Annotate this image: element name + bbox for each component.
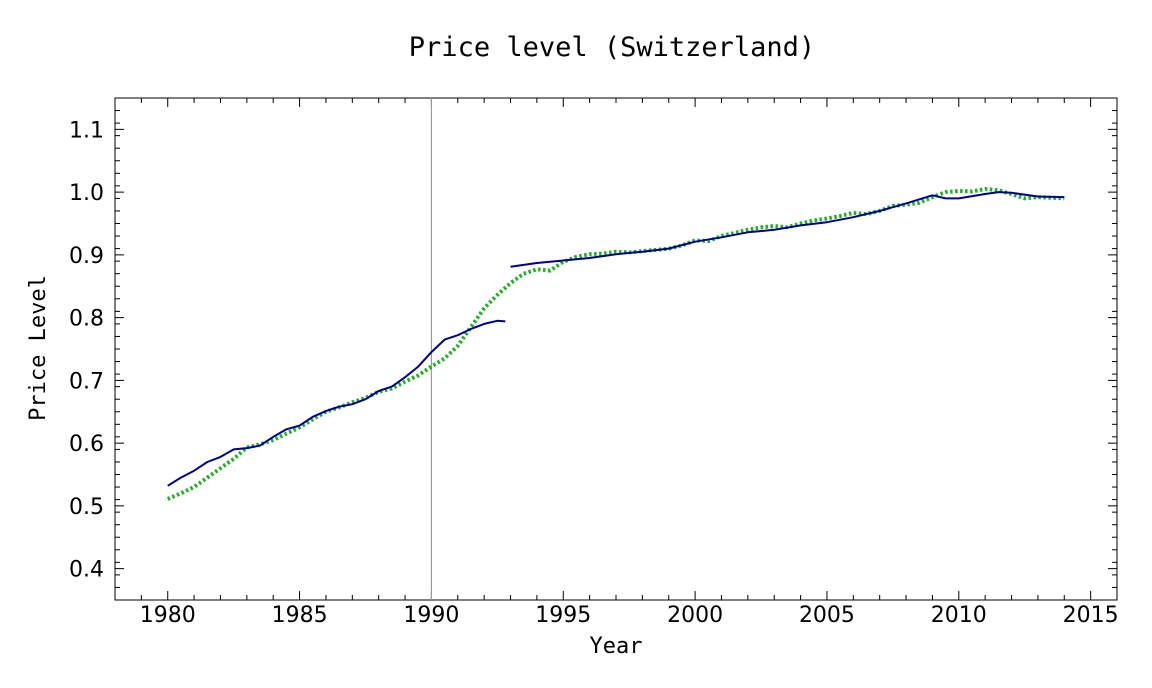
x-tick-label: 2015	[1063, 603, 1119, 628]
y-tick-labels: 0.4 0.5 0.6 0.7 0.8 0.9 1.0 1.1	[69, 118, 104, 582]
minor-ticks	[114, 97, 1118, 601]
x-tick-label: 2000	[667, 603, 723, 628]
y-tick-label: 0.5	[69, 495, 104, 520]
x-tick-label: 1990	[403, 603, 459, 628]
series-solid-line-segment-0	[167, 319, 506, 487]
y-tick-label: 0.9	[69, 244, 104, 269]
series-solid-line-segment-1	[510, 191, 1065, 268]
series-dotted-line-segment-0	[166, 187, 1065, 501]
y-tick-label: 1.1	[69, 118, 104, 143]
y-axis-label: Price Level	[26, 275, 51, 421]
y-tick-label: 0.7	[69, 369, 104, 394]
x-tick-label: 1980	[140, 603, 196, 628]
y-tick-label: 0.6	[69, 432, 104, 457]
x-tick-label: 2005	[799, 603, 855, 628]
major-ticks	[115, 98, 1117, 600]
y-tick-label: 0.4	[69, 558, 104, 583]
x-axis-label: Year	[590, 634, 643, 659]
x-tick-labels: 1980 1985 1990 1995 2000 2005 2010 2015	[140, 603, 1119, 628]
x-tick-label: 1985	[272, 603, 328, 628]
x-tick-label: 2010	[931, 603, 987, 628]
y-tick-label: 1.0	[69, 181, 104, 206]
y-tick-label: 0.8	[69, 307, 104, 332]
series-layer	[166, 187, 1065, 501]
chart-title: Price level (Switzerland)	[409, 32, 815, 63]
x-tick-label: 1995	[535, 603, 591, 628]
plot-frame	[114, 97, 1118, 601]
